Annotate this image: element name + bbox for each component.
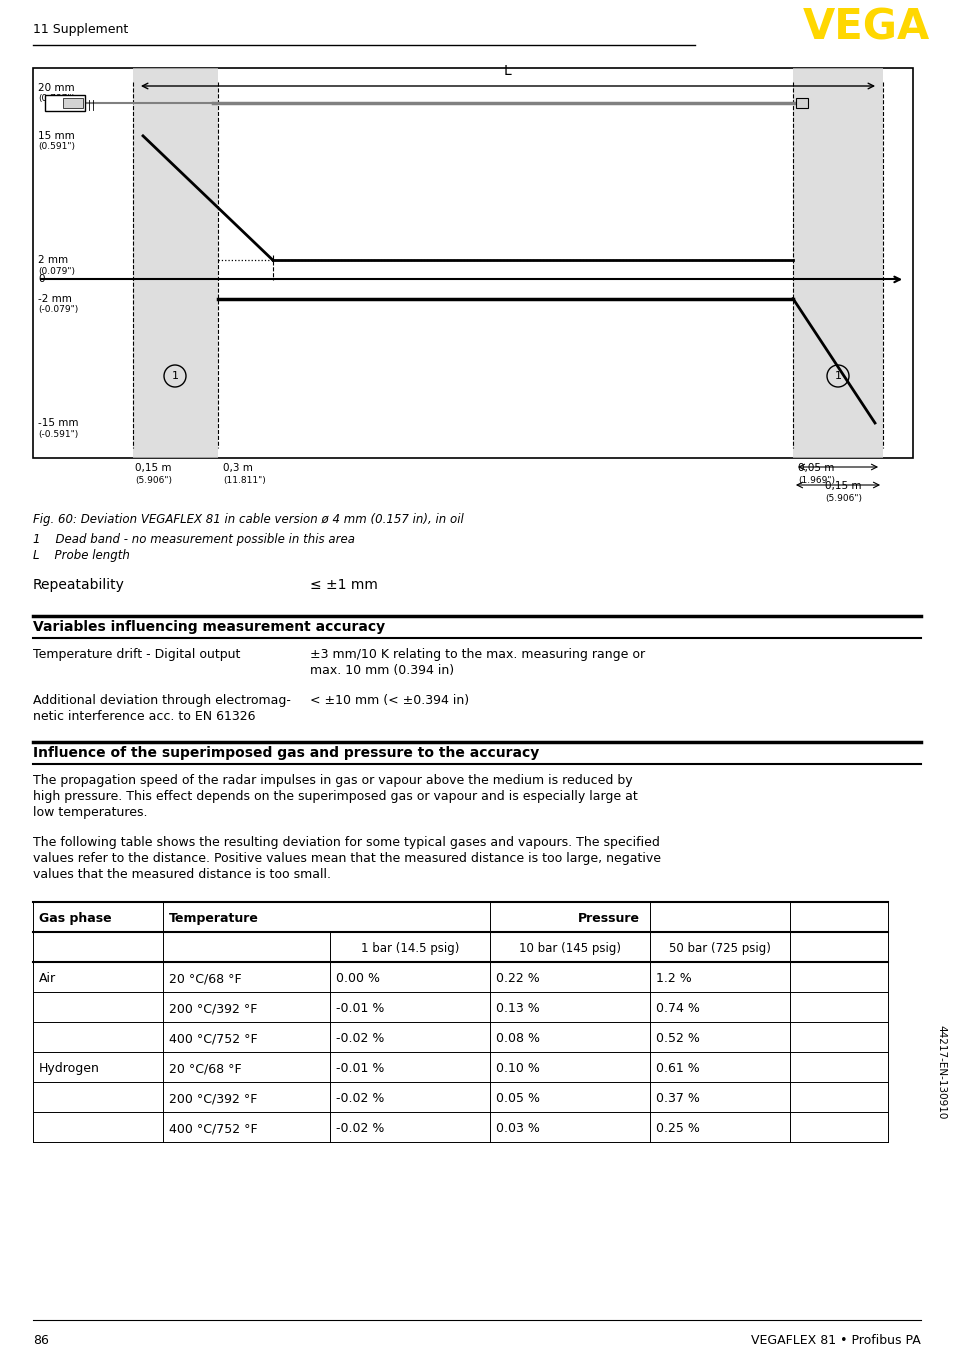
Text: Repeatability: Repeatability	[33, 578, 125, 592]
Text: 0: 0	[38, 275, 45, 284]
Bar	[795, 97, 807, 108]
Text: 0.05 %: 0.05 %	[496, 1091, 539, 1105]
Text: 0.10 %: 0.10 %	[496, 1062, 539, 1075]
Text: -0.02 %: -0.02 %	[335, 1122, 384, 1135]
Text: (-0.591"): (-0.591")	[38, 429, 78, 439]
Text: Temperature: Temperature	[169, 913, 258, 925]
Text: netic interference acc. to EN 61326: netic interference acc. to EN 61326	[33, 709, 255, 723]
Text: Pressure: Pressure	[578, 913, 639, 925]
Text: The following table shows the resulting deviation for some typical gases and vap: The following table shows the resulting …	[33, 835, 659, 849]
Text: high pressure. This effect depends on the superimposed gas or vapour and is espe: high pressure. This effect depends on th…	[33, 789, 638, 803]
Text: -0.01 %: -0.01 %	[335, 1062, 384, 1075]
Text: 1.2 %: 1.2 %	[656, 972, 691, 984]
Text: 1    Dead band - no measurement possible in this area: 1 Dead band - no measurement possible in…	[33, 533, 355, 546]
Text: 15 mm: 15 mm	[38, 131, 74, 141]
Text: low temperatures.: low temperatures.	[33, 806, 148, 819]
Text: -0.02 %: -0.02 %	[335, 1091, 384, 1105]
Text: 20 °C/68 °F: 20 °C/68 °F	[169, 972, 241, 984]
Text: 400 °C/752 °F: 400 °C/752 °F	[169, 1122, 257, 1135]
Text: (1.969"): (1.969")	[797, 477, 834, 485]
Text: Hydrogen: Hydrogen	[39, 1062, 100, 1075]
Text: 0.74 %: 0.74 %	[656, 1002, 700, 1016]
Text: 0.25 %: 0.25 %	[656, 1122, 700, 1135]
Text: 0,3 m: 0,3 m	[223, 463, 253, 473]
Text: 44217-EN-130910: 44217-EN-130910	[935, 1025, 945, 1120]
Text: Gas phase: Gas phase	[39, 913, 112, 925]
Text: (0.079"): (0.079")	[38, 267, 75, 276]
Text: 0.61 %: 0.61 %	[656, 1062, 699, 1075]
Text: ≤ ±1 mm: ≤ ±1 mm	[310, 578, 377, 592]
Text: -15 mm: -15 mm	[38, 418, 78, 428]
Text: Additional deviation through electromag-: Additional deviation through electromag-	[33, 695, 291, 707]
Text: 0.08 %: 0.08 %	[496, 1032, 539, 1045]
Text: 86: 86	[33, 1334, 49, 1346]
Text: 0.37 %: 0.37 %	[656, 1091, 700, 1105]
Bar	[63, 97, 83, 108]
Text: L    Probe length: L Probe length	[33, 548, 130, 562]
Bar	[132, 68, 218, 458]
Text: 400 °C/752 °F: 400 °C/752 °F	[169, 1032, 257, 1045]
Text: 200 °C/392 °F: 200 °C/392 °F	[169, 1091, 257, 1105]
Text: (0.787"): (0.787")	[38, 95, 75, 103]
Text: 0,15 m: 0,15 m	[824, 481, 861, 492]
Text: -2 mm: -2 mm	[38, 294, 71, 303]
Text: max. 10 mm (0.394 in): max. 10 mm (0.394 in)	[310, 663, 454, 677]
Text: (11.811"): (11.811")	[223, 477, 266, 485]
Text: 0.00 %: 0.00 %	[335, 972, 379, 984]
Text: 0,05 m: 0,05 m	[797, 463, 834, 473]
Text: -0.01 %: -0.01 %	[335, 1002, 384, 1016]
Text: 0,15 m: 0,15 m	[135, 463, 172, 473]
Text: (-0.079"): (-0.079")	[38, 305, 78, 314]
Text: (0.591"): (0.591")	[38, 142, 75, 152]
Text: 0.03 %: 0.03 %	[496, 1122, 539, 1135]
Text: < ±10 mm (< ±0.394 in): < ±10 mm (< ±0.394 in)	[310, 695, 469, 707]
Text: VEGA: VEGA	[801, 7, 929, 49]
Text: 1 bar (14.5 psig): 1 bar (14.5 psig)	[360, 942, 458, 955]
Text: 50 bar (725 psig): 50 bar (725 psig)	[668, 942, 770, 955]
Bar	[45, 95, 85, 111]
Text: values that the measured distance is too small.: values that the measured distance is too…	[33, 868, 331, 881]
Text: 0.52 %: 0.52 %	[656, 1032, 700, 1045]
Text: (5.906"): (5.906")	[135, 477, 172, 485]
Bar	[792, 68, 882, 458]
Text: (5.906"): (5.906")	[824, 494, 862, 502]
Text: 0.13 %: 0.13 %	[496, 1002, 539, 1016]
Text: Fig. 60: Deviation VEGAFLEX 81 in cable version ø 4 mm (0.157 in), in oil: Fig. 60: Deviation VEGAFLEX 81 in cable …	[33, 513, 463, 525]
Text: VEGAFLEX 81 • Profibus PA: VEGAFLEX 81 • Profibus PA	[750, 1334, 920, 1346]
Text: 10 bar (145 psig): 10 bar (145 psig)	[518, 942, 620, 955]
Text: The propagation speed of the radar impulses in gas or vapour above the medium is: The propagation speed of the radar impul…	[33, 774, 632, 787]
Text: 200 °C/392 °F: 200 °C/392 °F	[169, 1002, 257, 1016]
Text: Influence of the superimposed gas and pressure to the accuracy: Influence of the superimposed gas and pr…	[33, 746, 538, 760]
Text: -0.02 %: -0.02 %	[335, 1032, 384, 1045]
Text: L: L	[503, 64, 512, 79]
Text: ±3 mm/10 K relating to the max. measuring range or: ±3 mm/10 K relating to the max. measurin…	[310, 649, 644, 661]
Text: 2 mm: 2 mm	[38, 256, 68, 265]
Text: 20 °C/68 °F: 20 °C/68 °F	[169, 1062, 241, 1075]
Text: values refer to the distance. Positive values mean that the measured distance is: values refer to the distance. Positive v…	[33, 852, 660, 865]
Bar	[33, 68, 912, 458]
Text: 0.22 %: 0.22 %	[496, 972, 539, 984]
Text: Variables influencing measurement accuracy: Variables influencing measurement accura…	[33, 620, 385, 634]
Text: 20 mm: 20 mm	[38, 83, 74, 93]
Text: Temperature drift - Digital output: Temperature drift - Digital output	[33, 649, 240, 661]
Text: Air: Air	[39, 972, 56, 984]
Text: 11 Supplement: 11 Supplement	[33, 23, 128, 37]
Text: 1: 1	[834, 371, 841, 380]
Text: 1: 1	[172, 371, 178, 380]
